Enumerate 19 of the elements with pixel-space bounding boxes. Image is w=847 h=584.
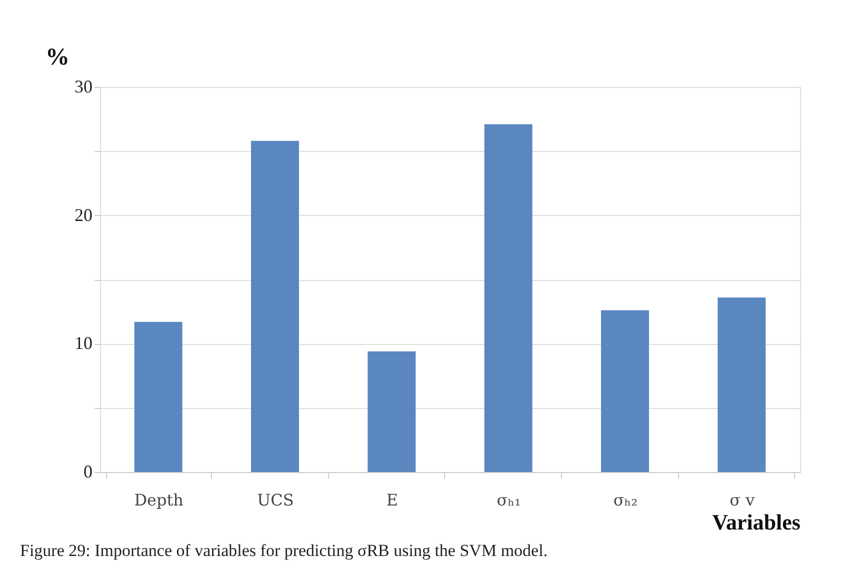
x-tick-label: E [386,490,398,510]
x-tick-label: σ v [730,490,755,510]
y-tick-label: 0 [84,462,92,482]
bar [368,351,416,472]
bar [484,124,532,472]
x-tick-label: σₕ₁ [496,490,521,510]
y-tick-label: 20 [74,204,92,225]
bar [601,310,649,472]
x-tick-label: Depth [134,490,184,510]
x-tick-label: σₕ₂ [613,490,638,510]
y-axis-title: % [46,44,70,70]
x-tick-label: UCS [257,490,294,510]
y-tick-label: 30 [74,76,92,96]
bar [718,297,766,472]
y-tick-label: 10 [74,333,92,354]
caption: Figure 29: Importance of variables for predicting σRB using the SVM model. [20,541,548,560]
bar [251,140,299,472]
bar [134,322,182,472]
x-axis-title: Variables [712,510,801,534]
